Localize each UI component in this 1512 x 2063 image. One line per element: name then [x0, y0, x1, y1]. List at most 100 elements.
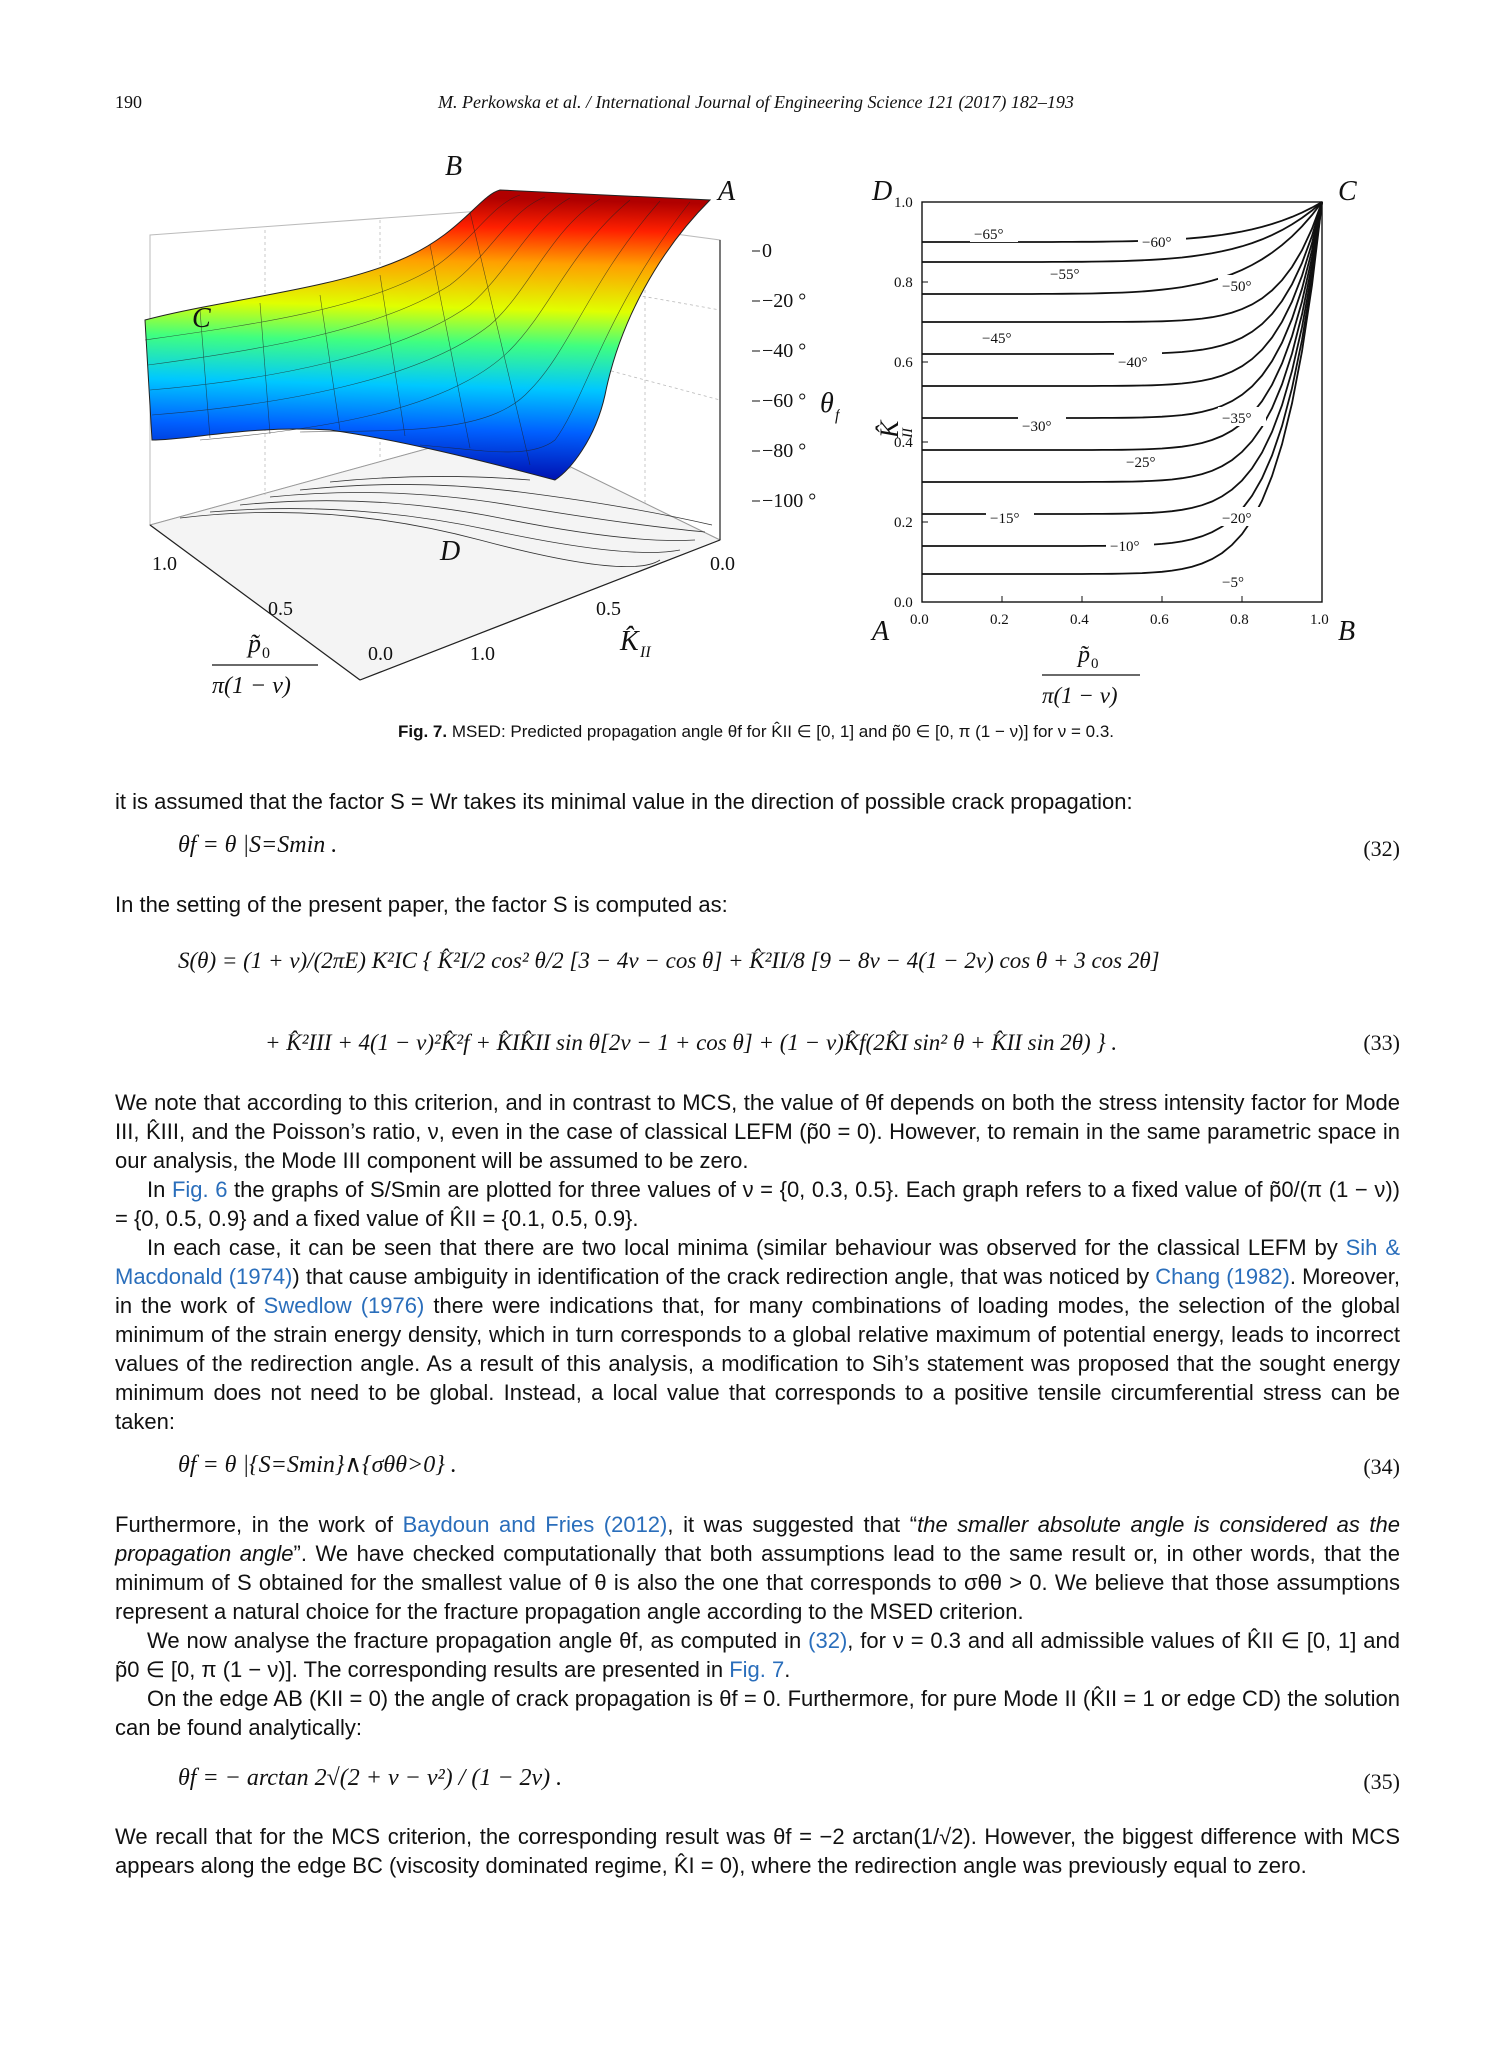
y-tick-label: 0.8 — [894, 275, 913, 291]
link-sih-macdonald-1974[interactable]: Sih & Macdonald (1974) — [115, 1235, 1400, 1289]
equation-34: θf = θ |{S=Smin}∧{σθθ>0} . — [178, 1452, 457, 1478]
contour-label-bg — [1218, 571, 1266, 590]
plot-area: 0.0 0.2 0.4 0.6 0.8 1.0 0.0 0.2 0.4 0.6 0.8 1.0 −65°… — [894, 195, 1329, 628]
paragraph-6-quote: the smaller absolute angle is considered… — [115, 1512, 1401, 1566]
contour-label-bg — [1218, 275, 1266, 294]
link-fig-7[interactable]: Fig. 7 — [729, 1657, 785, 1682]
link-swedlow-1976[interactable]: Swedlow (1976) — [263, 1293, 425, 1318]
z-tick: 0 — [762, 240, 772, 262]
y-axis-label: K̂ — [619, 626, 640, 657]
contour-label-bg — [986, 507, 1034, 526]
paragraph-7-text-c: . — [784, 1657, 791, 1682]
paragraph-8: On the edge AB (KII = 0) the angle of cr… — [115, 1686, 1400, 1740]
x-tick-label: 0.2 — [990, 612, 1009, 628]
paragraph-6-text-b: , it was suggested that “ — [667, 1512, 918, 1537]
link-baydoun-fries-2012[interactable]: Baydoun and Fries (2012) — [402, 1512, 668, 1537]
z-tick: −20 ° — [762, 290, 806, 312]
contour-label: −10° — [1110, 539, 1139, 555]
y-tick: 1.0 — [470, 643, 495, 665]
y-tick-label: 0.4 — [894, 435, 913, 451]
contour-label-bg — [1046, 263, 1094, 282]
corner-label-bottom-left: A — [870, 616, 890, 647]
z-tick: −80 ° — [762, 440, 806, 462]
paragraph-4-text-end: the graphs of S/Smin are plotted for thr… — [115, 1177, 1400, 1231]
contour-line — [922, 201, 1323, 419]
contour-label: −50° — [1222, 279, 1251, 295]
paragraph-6: Furthermore, in the work of Baydoun and … — [115, 1510, 1400, 1626]
caption-text: MSED: Predicted propagation angle θf for… — [451, 722, 1115, 741]
contour-line — [922, 201, 1323, 295]
link-chang-1982[interactable]: Chang (1982) — [1155, 1264, 1290, 1289]
link-fig-6[interactable]: Fig. 6 — [171, 1177, 228, 1202]
contour-label: −45° — [982, 331, 1011, 347]
x-axis-label-denominator: π(1 − ν) — [1042, 683, 1118, 708]
y-tick-label: 0.0 — [894, 595, 913, 611]
equation-35: θf = − arctan 2√(2 + ν − ν²) / (1 − 2ν) … — [178, 1765, 563, 1791]
paragraph-5: In each case, it can be seen that there … — [115, 1233, 1400, 1436]
x-tick-label: 0.6 — [1150, 612, 1169, 628]
journal-reference: M. Perkowska et al. / International Jour… — [438, 92, 1074, 112]
equation-32-number: (32) — [1363, 836, 1400, 861]
contour-label: −55° — [1050, 267, 1079, 283]
contour-line — [922, 201, 1323, 263]
x-tick-label: 1.0 — [1310, 612, 1329, 628]
label-corner-d: D — [439, 536, 460, 567]
z-tick: −40 ° — [762, 340, 806, 362]
equation-35-number: (35) — [1363, 1769, 1400, 1794]
contour-label: −30° — [1022, 419, 1051, 435]
contour-label: −15° — [990, 511, 1019, 527]
label-corner-b: B — [445, 151, 462, 182]
surface-plot-3d: B A C D 0 −20 ° −40 ° −60 ° −80 ° −100 °… — [144, 151, 840, 699]
y-tick-label: 0.2 — [894, 515, 913, 531]
contour-label-bg — [1138, 231, 1186, 250]
contour-line — [922, 201, 1323, 387]
contour-label: −20° — [1222, 511, 1251, 527]
paragraph-4-text-start: In — [147, 1177, 172, 1202]
corner-label-bottom-right: B — [1338, 616, 1355, 647]
figure-caption: Fig. 7. MSED: Predicted propagation angl… — [0, 722, 1512, 742]
paragraph-5-text-c: . Moreover, in the work of — [115, 1264, 1400, 1318]
contour-label-bg — [1218, 407, 1266, 426]
x-tick-label: 0.4 — [1070, 612, 1089, 628]
y-tick-label: 0.6 — [894, 355, 913, 371]
paragraph-7: We now analyse the fracture propagation … — [115, 1626, 1400, 1684]
z-tick: −60 ° — [762, 390, 806, 412]
z-tick: −100 ° — [762, 490, 816, 512]
paragraph-2: In the setting of the present paper, the… — [115, 892, 728, 917]
contour-label: −60° — [1142, 235, 1171, 251]
z-axis-label: θ — [820, 388, 834, 419]
x-axis-label-numerator: p̃ — [1076, 642, 1090, 668]
x-axis-label-denominator: π(1 − ν) — [212, 673, 291, 699]
x-axis-label-numerator-sub: 0 — [262, 645, 270, 662]
corner-label-top-left: D — [871, 176, 892, 207]
y-axis-label: K̂ — [875, 419, 904, 439]
y-tick: 0.0 — [710, 553, 735, 575]
paragraph-3: We note that according to this criterion… — [115, 1090, 1400, 1173]
contour-label-bg — [970, 223, 1018, 242]
paragraph-4: In Fig. 6 the graphs of S/Smin are plott… — [115, 1175, 1400, 1233]
x-tick-label: 0.8 — [1230, 612, 1249, 628]
contour-label: −35° — [1222, 411, 1251, 427]
equation-33-line-1: S(θ) = (1 + ν)/(2πE) K²IC { K̂²I/2 cos² … — [178, 948, 1160, 973]
contour-label-bg — [1106, 535, 1154, 554]
y-axis-label-sub: II — [900, 427, 916, 439]
contour-label-bg — [978, 327, 1026, 346]
contour-label: −65° — [974, 227, 1003, 243]
paragraph-7-text-b: , for ν = 0.3 and all admissible values … — [115, 1628, 1400, 1682]
equation-32: θf = θ |S=Smin . — [178, 832, 338, 858]
paragraph-6-text-c: ”. We have checked computationally that … — [115, 1541, 1400, 1624]
surface-mesh — [144, 189, 712, 481]
label-corner-c: C — [192, 303, 211, 334]
contour-label-bg — [1218, 507, 1266, 526]
link-eq-32[interactable]: (32) — [808, 1628, 848, 1653]
x-tick: 0.5 — [268, 598, 293, 620]
contour-label-bg — [1114, 351, 1162, 370]
y-tick-label: 1.0 — [894, 195, 913, 211]
paragraph-6-text-a: Furthermore, in the work of — [115, 1512, 403, 1537]
label-corner-a: A — [716, 176, 736, 207]
contour-label-bg — [1018, 415, 1066, 434]
page-number: 190 — [115, 92, 142, 112]
equation-34-number: (34) — [1363, 1454, 1400, 1479]
contour-label-bg — [1122, 451, 1170, 470]
x-tick-label: 0.0 — [910, 612, 929, 628]
